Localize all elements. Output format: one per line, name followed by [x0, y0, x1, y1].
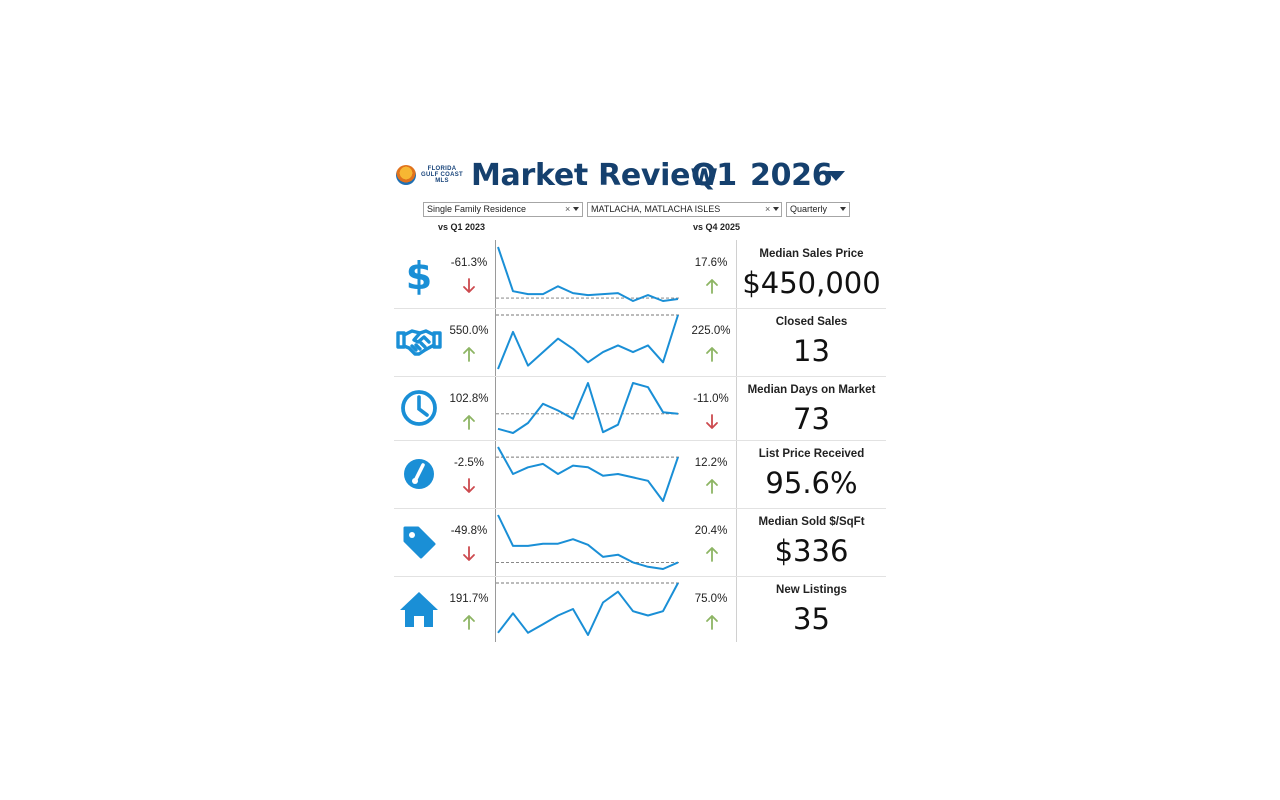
- yoy-arrow-up-icon: [463, 347, 475, 362]
- row-divider: [394, 308, 886, 309]
- trend-sparkline: [496, 582, 680, 636]
- handshake-icon: [396, 319, 442, 365]
- property-type-filter[interactable]: Single Family Residence ×: [423, 202, 583, 217]
- trend-sparkline: [496, 246, 680, 302]
- row-divider: [394, 376, 886, 377]
- price-tag-icon: [396, 519, 442, 565]
- row-divider: [394, 440, 886, 441]
- florida-gulf-coast-mls-logo: FLORIDA GULF COAST MLS: [394, 162, 466, 188]
- logo-line-1: FLORIDA: [427, 166, 457, 172]
- trend-sparkline: [496, 382, 680, 434]
- gauge-icon: [396, 451, 442, 497]
- qoq-arrow-up-icon: [706, 347, 718, 362]
- yoy-change-value: -61.3%: [450, 257, 488, 269]
- yoy-arrow-up-icon: [463, 415, 475, 430]
- kpi-value: 73: [793, 402, 830, 436]
- kpi-label: Median Sold $/SqFt: [758, 516, 865, 528]
- yoy-change-value: 550.0%: [449, 325, 489, 337]
- kpi-value: 35: [793, 602, 830, 636]
- qoq-arrow-up-icon: [706, 479, 718, 494]
- kpi-value: $450,000: [742, 266, 881, 300]
- compare-year-header: vs Q1 2023: [438, 222, 486, 232]
- house-icon: [396, 586, 442, 632]
- page-title: Market Review: [471, 158, 718, 193]
- kpi-label: Median Sales Price: [759, 248, 864, 260]
- year-selector[interactable]: 2026: [750, 158, 833, 193]
- clear-area-icon[interactable]: ×: [765, 204, 771, 214]
- kpi-column-divider: [736, 240, 737, 642]
- area-value: MATLACHA, MATLACHA ISLES: [591, 204, 721, 214]
- yoy-arrow-down-icon: [463, 546, 475, 561]
- sparkline-column-divider: [495, 240, 496, 642]
- yoy-change-value: 191.7%: [449, 593, 489, 605]
- kpi-label: New Listings: [776, 584, 847, 596]
- quarter-label: Q1: [691, 158, 737, 193]
- qoq-arrow-up-icon: [706, 547, 718, 562]
- yoy-arrow-down-icon: [463, 278, 475, 293]
- row-divider: [394, 576, 886, 577]
- kpi-label: Median Days on Market: [747, 384, 876, 396]
- yoy-arrow-up-icon: [463, 615, 475, 630]
- property-type-dropdown-icon[interactable]: [573, 207, 579, 211]
- sparkline-series: [497, 446, 679, 502]
- property-type-value: Single Family Residence: [427, 204, 527, 214]
- logo-line-3: MLS: [435, 178, 449, 184]
- qoq-change-value: 225.0%: [691, 325, 731, 337]
- yoy-change-value: 102.8%: [449, 393, 489, 405]
- period-filter[interactable]: Quarterly: [786, 202, 850, 217]
- sparkline-series: [497, 246, 679, 302]
- sparkline-series: [497, 582, 679, 636]
- market-review-dashboard: FLORIDA GULF COAST MLS Market Review Q1 …: [394, 156, 886, 642]
- qoq-change-value: 20.4%: [694, 525, 728, 537]
- trend-sparkline: [496, 514, 680, 570]
- yoy-arrow-down-icon: [463, 478, 475, 493]
- kpi-value: 13: [793, 334, 830, 368]
- row-divider: [394, 508, 886, 509]
- kpi-label: Closed Sales: [775, 316, 848, 328]
- year-dropdown-caret-icon[interactable]: [827, 171, 845, 181]
- svg-text:$: $: [406, 254, 432, 297]
- yoy-change-value: -2.5%: [453, 457, 485, 469]
- qoq-change-value: -11.0%: [693, 393, 729, 405]
- kpi-label: List Price Received: [758, 448, 865, 460]
- qoq-change-value: 17.6%: [694, 257, 728, 269]
- clear-property-type-icon[interactable]: ×: [565, 204, 571, 214]
- area-dropdown-icon[interactable]: [773, 207, 779, 211]
- sparkline-series: [497, 514, 679, 570]
- qoq-change-value: 12.2%: [694, 457, 728, 469]
- trend-sparkline: [496, 446, 680, 502]
- trend-sparkline: [496, 314, 680, 370]
- sparkline-series: [497, 314, 679, 370]
- compare-quarter-header: vs Q4 2025: [693, 222, 741, 232]
- logo-emblem: [396, 165, 416, 185]
- clock-icon: [396, 385, 442, 431]
- kpi-value: 95.6%: [765, 466, 858, 500]
- dollar-icon: $: [396, 251, 442, 298]
- qoq-arrow-down-icon: [706, 414, 718, 429]
- area-filter[interactable]: MATLACHA, MATLACHA ISLES ×: [587, 202, 782, 217]
- sparkline-series: [497, 382, 679, 434]
- logo-line-2: GULF COAST: [421, 172, 463, 178]
- period-value: Quarterly: [790, 204, 828, 214]
- period-dropdown-icon[interactable]: [840, 207, 846, 211]
- yoy-change-value: -49.8%: [450, 525, 488, 537]
- qoq-change-value: 75.0%: [694, 593, 728, 605]
- qoq-arrow-up-icon: [706, 615, 718, 630]
- qoq-arrow-up-icon: [706, 279, 718, 294]
- kpi-value: $336: [774, 534, 849, 568]
